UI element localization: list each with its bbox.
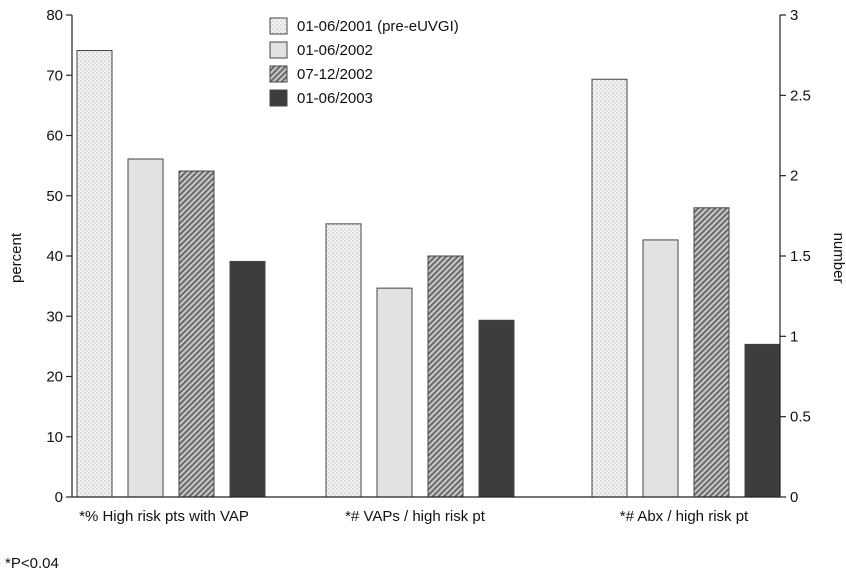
legend-swatch-01-06-2003 [269,89,288,107]
bar-07-12-2002-3 [693,207,730,498]
y-right-tick-label: 2.5 [790,87,811,104]
footnote: *P<0.04 [5,555,59,572]
bar-01-06-2001-pre-euvgi-3 [591,78,628,498]
y-left-tick-label: 80 [46,7,63,24]
y-left-axis-title: percent [8,232,25,283]
labels-layer: 0 10 20 30 40 50 60 70 80 0 0.5 1 1.5 2 2.5 3 percent num… [8,7,846,525]
legend-label-07-12-2002: 07-12/2002 [297,66,373,83]
bar-01-06-2001-pre-euvgi-1 [76,50,113,498]
y-left-tick-label: 10 [46,429,63,446]
y-left-tick-label: 60 [46,128,63,145]
legend-swatch-01-06-2001-pre-euvgi [269,17,288,35]
bar-01-06-2003-3 [744,343,781,498]
bar-07-12-2002-1 [178,170,215,498]
y-right-tick-label: 0 [790,489,798,506]
bar-01-06-2002-2 [376,287,413,498]
y-left-tick-label: 20 [46,369,63,386]
legend-label-01-06-2002: 01-06/2002 [297,42,373,59]
legend: 01-06/2001 (pre-eUVGI) 01-06/2002 07-12/20… [269,17,459,107]
legend-swatch-01-06-2002 [269,41,288,59]
bar-01-06-2003-1 [229,260,266,498]
category-label-3: *# Abx / high risk pt [620,508,749,525]
legend-label-01-06-2001-pre-euvgi: 01-06/2001 (pre-eUVGI) [297,18,459,35]
axes-layer [66,14,786,498]
y-left-tick-label: 40 [46,248,63,265]
y-left-tick-label: 70 [46,67,63,84]
legend-label-01-06-2003: 01-06/2003 [297,90,373,107]
y-right-tick-label: 1 [790,328,798,345]
y-right-tick-label: 1.5 [790,248,811,265]
y-left-tick-label: 0 [55,489,63,506]
category-label-2: *# VAPs / high risk pt [345,508,486,525]
bar-07-12-2002-2 [427,255,464,498]
y-right-axis-title: number [830,233,846,284]
category-label-1: *% High risk pts with VAP [79,508,249,525]
y-right-tick-label: 3 [790,7,798,24]
bar-01-06-2002-3 [642,239,679,498]
bar-01-06-2002-1 [127,158,164,498]
y-right-tick-label: 2 [790,168,798,185]
y-right-tick-label: 0.5 [790,409,811,426]
y-left-tick-label: 30 [46,308,63,325]
bar-01-06-2003-2 [478,319,515,498]
y-left-tick-label: 50 [46,188,63,205]
legend-swatch-07-12-2002 [269,65,288,83]
bars-layer [76,50,781,498]
bar-01-06-2001-pre-euvgi-2 [325,223,362,498]
